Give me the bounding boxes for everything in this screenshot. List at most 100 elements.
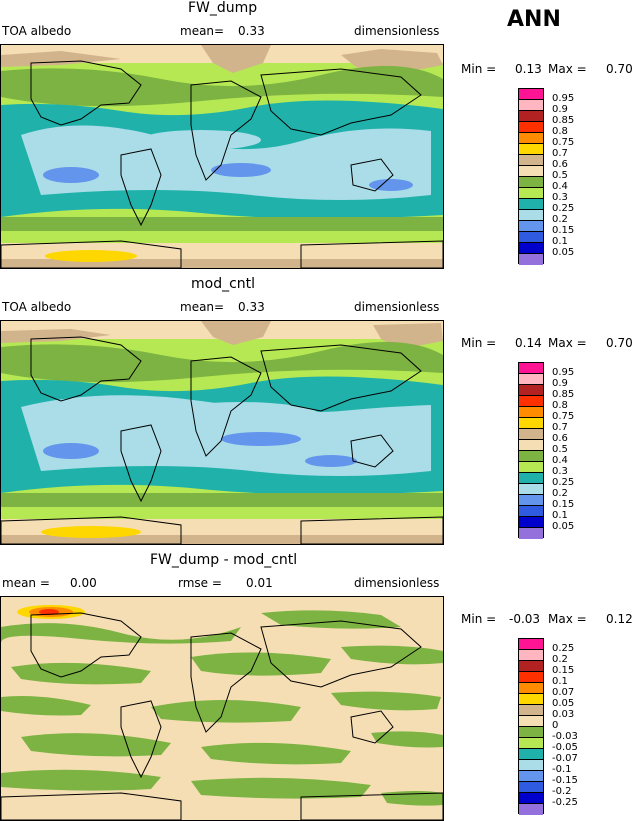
colorbar-swatch (519, 418, 543, 429)
colorbar-swatch (519, 254, 543, 265)
colorbar-level-label: -0.2 (552, 786, 572, 797)
colorbar-swatch (519, 199, 543, 210)
colorbar-swatch (519, 374, 543, 385)
colorbar-level-label: 0.1 (552, 236, 568, 247)
panel-1-field-label: TOA albedo (2, 24, 72, 38)
colorbar-level-label: 0.95 (552, 367, 575, 378)
colorbar-swatch (519, 517, 543, 528)
colorbar-level-label: 0.95 (552, 93, 575, 104)
panel-3-max-value: 0.12 (606, 612, 633, 626)
panel-3-mean-label: mean = (2, 576, 50, 590)
colorbar-swatch (519, 144, 543, 155)
panel-1-title: FW_dump (188, 0, 258, 16)
colorbar-swatch (519, 133, 543, 144)
colorbar-swatch (519, 760, 543, 771)
colorbar-swatch (519, 484, 543, 495)
colorbar-swatch (519, 672, 543, 683)
panel-3-max-label: Max = (548, 612, 587, 626)
colorbar-swatch (519, 462, 543, 473)
colorbar-level-label: 0.3 (552, 466, 568, 477)
panel-3-mean-value: 0.00 (70, 576, 97, 590)
colorbar-level-label: 0.3 (552, 192, 568, 203)
panel-3-title: FW_dump - mod_cntl (150, 552, 298, 568)
colorbar-swatch (519, 396, 543, 407)
colorbar-level-label: 0.5 (552, 170, 568, 181)
colorbar-swatch (519, 727, 543, 738)
colorbar-swatch (519, 804, 543, 815)
colorbar-swatch (519, 166, 543, 177)
colorbar-level-label: 0.03 (552, 709, 575, 720)
colorbar-swatch (519, 771, 543, 782)
colorbar-swatch (519, 495, 543, 506)
colorbar-swatch (519, 440, 543, 451)
colorbar-level-label: 0.15 (552, 499, 575, 510)
panel-1-mean-label: mean= (180, 24, 225, 38)
panel-2-field-label: TOA albedo (2, 300, 72, 314)
colorbar-swatch (519, 111, 543, 122)
colorbar-swatch (519, 793, 543, 804)
panel-1-mean-value: 0.33 (238, 24, 265, 38)
colorbar-level-label: 0.6 (552, 433, 568, 444)
colorbar-swatch (519, 661, 543, 672)
colorbar-swatch (519, 473, 543, 484)
colorbar-swatch (519, 89, 543, 100)
colorbar-swatch (519, 100, 543, 111)
panel-3-colorbar (518, 638, 544, 815)
colorbar-level-label: 0.8 (552, 126, 568, 137)
colorbar-level-label: 0.1 (552, 676, 568, 687)
colorbar-swatch (519, 429, 543, 440)
panel-3-rmse-label: rmse = (178, 576, 222, 590)
season-label: ANN (507, 7, 561, 32)
colorbar-level-label: 0.25 (552, 643, 575, 654)
colorbar-level-label: 0.7 (552, 148, 568, 159)
colorbar-level-label: 0.25 (552, 477, 575, 488)
panel-2-title: mod_cntl (191, 276, 256, 292)
panel-2-colorbar (518, 362, 544, 539)
colorbar-level-label: 0.4 (552, 181, 568, 192)
colorbar-level-label: 0.15 (552, 665, 575, 676)
colorbar-swatch (519, 716, 543, 727)
colorbar-swatch (519, 232, 543, 243)
panel-1-map-plot (1, 45, 443, 268)
colorbar-level-label: 0.05 (552, 247, 575, 258)
colorbar-level-label: 0.4 (552, 455, 568, 466)
colorbar-swatch (519, 506, 543, 517)
colorbar-swatch (519, 385, 543, 396)
colorbar-level-label: 0.2 (552, 654, 568, 665)
panel-3-rmse-value: 0.01 (246, 576, 273, 590)
panel-3-min-label: Min = (461, 612, 497, 626)
colorbar-swatch (519, 705, 543, 716)
colorbar-swatch (519, 363, 543, 374)
colorbar-level-label: 0.05 (552, 521, 575, 532)
colorbar-swatch (519, 749, 543, 760)
colorbar-swatch (519, 451, 543, 462)
colorbar-level-label: 0.1 (552, 510, 568, 521)
panel-1-max-label: Max = (548, 62, 587, 76)
colorbar-level-label: 0.2 (552, 488, 568, 499)
panel-1-max-value: 0.70 (606, 62, 633, 76)
colorbar-level-label: 0.85 (552, 115, 575, 126)
colorbar-level-label: 0.2 (552, 214, 568, 225)
colorbar-level-label: 0.25 (552, 203, 575, 214)
colorbar-swatch (519, 639, 543, 650)
colorbar-level-label: 0.7 (552, 422, 568, 433)
panel-2-mean-label: mean= (180, 300, 225, 314)
panel-2-mean-value: 0.33 (238, 300, 265, 314)
panel-3-map (0, 596, 444, 821)
colorbar-level-label: -0.03 (552, 731, 578, 742)
panel-1-min-label: Min = (461, 62, 497, 76)
colorbar-swatch (519, 221, 543, 232)
panel-2-min-label: Min = (461, 336, 497, 350)
panel-1-colorbar (518, 88, 544, 265)
colorbar-swatch (519, 694, 543, 705)
colorbar-level-label: 0.15 (552, 225, 575, 236)
colorbar-level-label: 0.05 (552, 698, 575, 709)
panel-1-map (0, 44, 444, 269)
panel-3-map-plot (1, 597, 443, 820)
panel-3-min-value: -0.03 (509, 612, 541, 626)
colorbar-swatch (519, 122, 543, 133)
panel-3-units: dimensionless (354, 576, 440, 590)
colorbar-level-label: 0.9 (552, 104, 568, 115)
colorbar-level-label: -0.05 (552, 742, 578, 753)
colorbar-swatch (519, 177, 543, 188)
